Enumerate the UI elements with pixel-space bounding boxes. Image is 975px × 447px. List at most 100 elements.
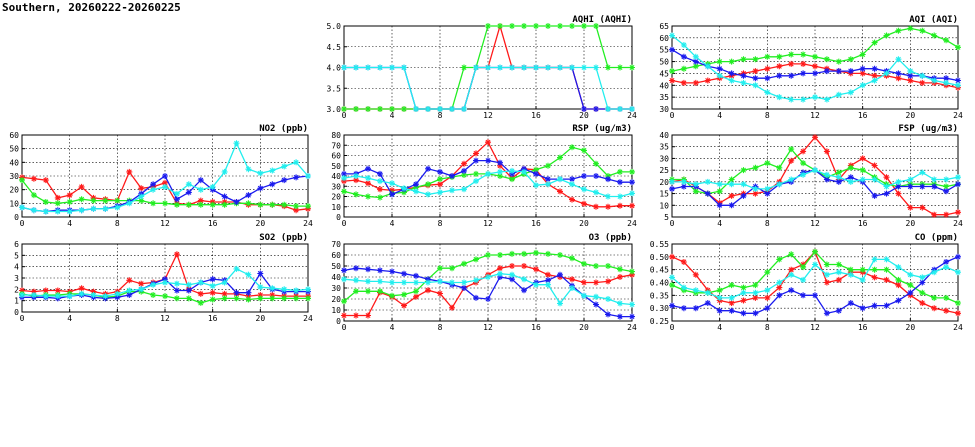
- x-tick-label: 8: [115, 314, 120, 323]
- data-point: [557, 64, 563, 71]
- data-point: [413, 181, 419, 188]
- data-point: [943, 294, 950, 301]
- data-point: [859, 167, 866, 174]
- data-point: [764, 185, 771, 192]
- data-point: [293, 295, 300, 302]
- y-tick-label: 0.55: [650, 240, 669, 249]
- data-point: [955, 269, 961, 276]
- data-point: [185, 281, 192, 288]
- data-point: [257, 295, 264, 302]
- data-point: [425, 287, 431, 294]
- y-tick-label: 15: [659, 190, 669, 199]
- data-point: [42, 208, 49, 215]
- data-point: [907, 176, 914, 183]
- data-point: [728, 70, 735, 77]
- data-point: [871, 274, 878, 281]
- data-point: [581, 23, 587, 29]
- y-tick-label: 5: [664, 213, 669, 222]
- x-tick-label: 4: [390, 111, 395, 120]
- x-tick-label: 12: [483, 323, 493, 332]
- data-point: [437, 181, 443, 188]
- data-point: [669, 77, 675, 84]
- data-point: [377, 186, 383, 193]
- data-point: [509, 23, 515, 29]
- data-point: [931, 77, 938, 84]
- y-tick-label: 50: [331, 262, 341, 271]
- data-point: [78, 196, 85, 203]
- y-tick-label: 70: [331, 141, 341, 150]
- data-point: [812, 167, 818, 174]
- x-tick-label: 20: [906, 323, 916, 332]
- x-tick-label: 20: [579, 323, 589, 332]
- x-tick-label: 16: [531, 219, 541, 228]
- data-point: [497, 274, 503, 280]
- data-point: [593, 64, 599, 71]
- data-point: [788, 176, 795, 183]
- data-point: [461, 186, 467, 193]
- data-point: [90, 205, 97, 212]
- data-point: [365, 64, 371, 71]
- data-point: [943, 259, 950, 265]
- data-point: [581, 186, 587, 193]
- data-point: [943, 188, 950, 195]
- x-tick-label: 8: [765, 111, 770, 120]
- data-point: [353, 191, 359, 198]
- data-point: [955, 253, 961, 260]
- data-point: [138, 197, 145, 204]
- data-point: [365, 193, 371, 200]
- series-cyan: [669, 167, 961, 192]
- data-point: [209, 282, 216, 289]
- data-point: [521, 250, 527, 257]
- data-point: [209, 276, 216, 283]
- data-point: [716, 188, 723, 195]
- data-point: [800, 51, 807, 58]
- data-point: [692, 188, 699, 195]
- data-point: [245, 166, 252, 173]
- data-point: [365, 288, 371, 295]
- data-point: [919, 169, 926, 176]
- data-point: [114, 294, 121, 301]
- data-point: [473, 277, 479, 284]
- data-point: [401, 279, 407, 286]
- data-point: [883, 266, 890, 273]
- data-point: [150, 200, 157, 207]
- data-point: [629, 301, 635, 308]
- data-point: [776, 284, 783, 291]
- chart-co: CO (ppm) 0 4 8 12 16 20 24 0.25 0.30 0.35 0.40 0.45 0…: [650, 233, 963, 332]
- data-point: [341, 267, 347, 274]
- data-point: [764, 89, 771, 96]
- data-point: [269, 285, 276, 292]
- data-point: [593, 106, 599, 112]
- data-point: [581, 292, 587, 299]
- data-point: [569, 144, 575, 151]
- data-point: [341, 170, 347, 177]
- data-point: [847, 300, 854, 306]
- y-tick-label: 0.30: [650, 304, 669, 313]
- data-point: [764, 287, 771, 294]
- data-point: [413, 279, 419, 286]
- data-point: [437, 290, 443, 297]
- data-point: [919, 274, 926, 281]
- data-point: [752, 185, 759, 192]
- x-tick-label: 16: [858, 323, 868, 332]
- data-point: [581, 64, 587, 71]
- data-point: [752, 68, 759, 75]
- x-tick-label: 4: [717, 219, 722, 228]
- data-point: [78, 183, 85, 190]
- data-point: [533, 182, 539, 189]
- data-point: [847, 178, 854, 185]
- data-point: [138, 185, 145, 192]
- x-tick-label: 0: [670, 323, 675, 332]
- data-point: [669, 46, 675, 53]
- x-tick-label: 8: [438, 219, 443, 228]
- data-point: [425, 165, 431, 172]
- data-point: [669, 282, 675, 289]
- data-point: [66, 199, 73, 205]
- data-point: [776, 63, 783, 70]
- data-point: [919, 79, 926, 86]
- data-point: [593, 293, 599, 300]
- y-tick-label: 0.25: [650, 317, 669, 326]
- data-point: [955, 174, 961, 181]
- data-point: [895, 282, 902, 289]
- data-point: [102, 205, 109, 212]
